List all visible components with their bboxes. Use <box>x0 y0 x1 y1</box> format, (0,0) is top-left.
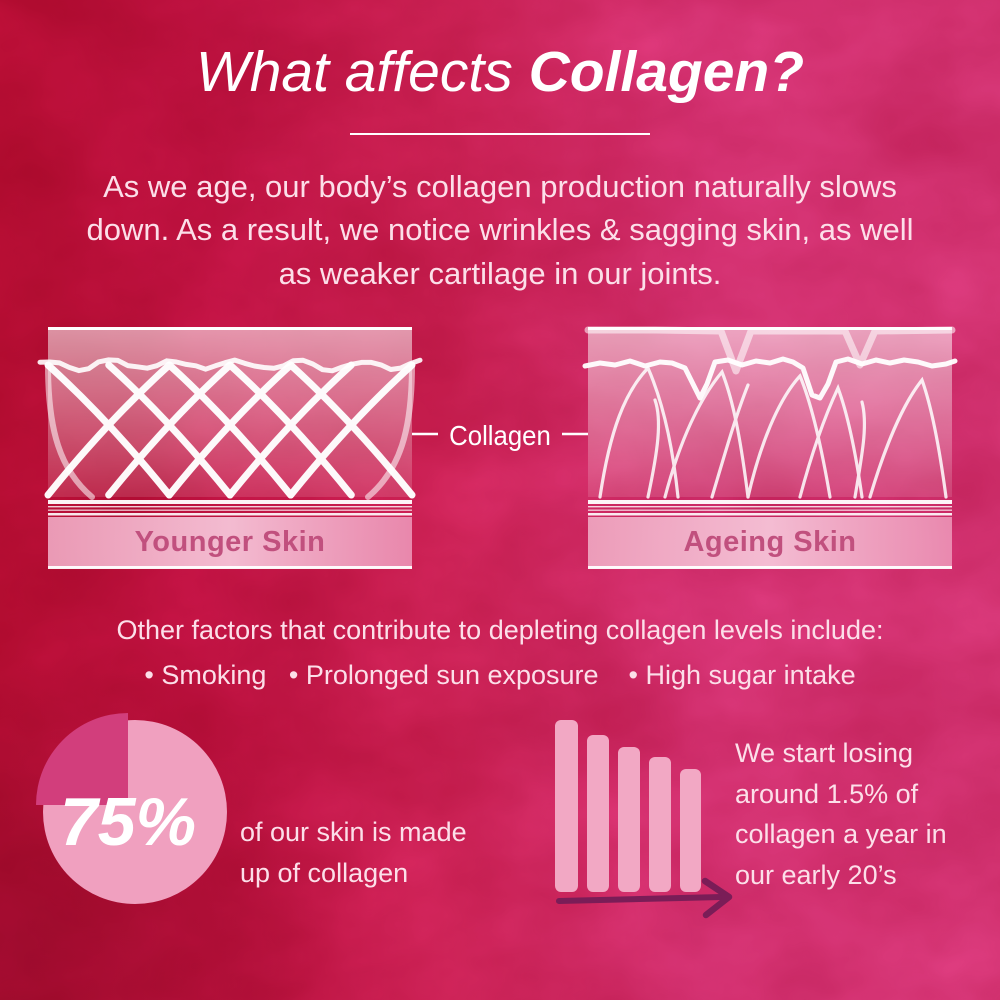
svg-text:Collagen: Collagen <box>449 420 551 451</box>
svg-text:75%: 75% <box>60 784 196 860</box>
svg-text:Younger Skin: Younger Skin <box>135 526 326 558</box>
svg-text:Ageing Skin: Ageing Skin <box>683 526 856 558</box>
